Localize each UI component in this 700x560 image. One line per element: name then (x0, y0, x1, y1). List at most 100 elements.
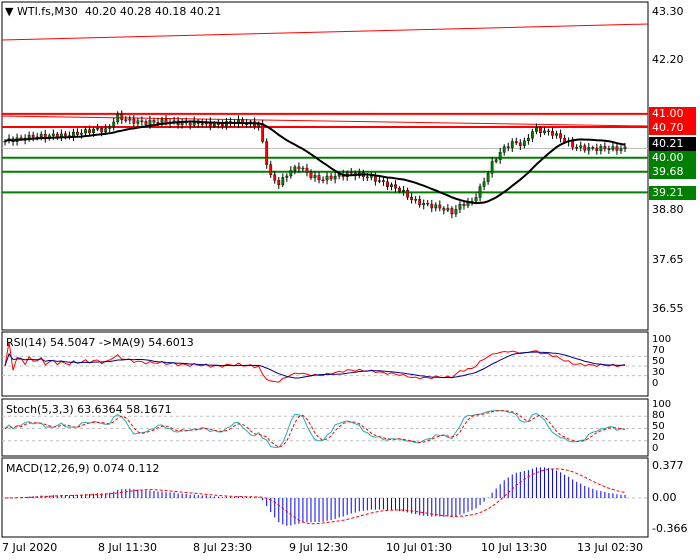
candle-body (434, 204, 438, 209)
candle-body (446, 208, 450, 211)
candle-body (498, 152, 502, 160)
candle-body (599, 146, 603, 151)
candle-body (293, 166, 297, 171)
price-tick: 43.30 (652, 5, 684, 18)
stoch-tick: 50 (652, 421, 665, 432)
candle-body (289, 170, 293, 177)
candle-body (531, 131, 534, 139)
level-tag-41-00: 41.00 (649, 107, 696, 121)
candle-body (482, 181, 486, 187)
candle-body (402, 190, 405, 192)
candle-body (418, 199, 422, 206)
candle-body (458, 204, 462, 210)
candle-body (490, 161, 494, 174)
candle-body (623, 146, 627, 149)
candle-body (285, 175, 289, 178)
candle-body (92, 128, 95, 133)
candle-body (382, 180, 385, 182)
candle-body (474, 197, 478, 202)
panel-frame (1, 331, 649, 397)
trendline (1, 23, 649, 41)
candle-body (514, 141, 518, 144)
candle-body (80, 132, 83, 135)
rsi-tick: 70 (652, 345, 665, 356)
candle-body (108, 126, 112, 129)
candle-body (394, 184, 397, 189)
candle-body (100, 128, 104, 133)
candle-body (539, 127, 542, 133)
candle-body (603, 146, 607, 149)
candle-body (329, 175, 333, 180)
candle-body (611, 146, 615, 150)
level-tag-39-68: 39.68 (649, 165, 696, 179)
candle-body (478, 186, 482, 198)
candle-body (84, 129, 87, 134)
candle-body (269, 164, 273, 175)
candle-body (422, 203, 426, 206)
candle-body (39, 133, 43, 138)
rsi-tick: 50 (652, 356, 665, 367)
candle-body (152, 120, 156, 123)
stoch-title: Stoch(5,3,3) 63.6364 58.1671 (6, 403, 172, 416)
candle-body (104, 128, 108, 133)
candle-body (325, 175, 329, 181)
price-tick: 38.80 (652, 203, 684, 216)
candle-body (76, 131, 79, 135)
candle-body (132, 118, 136, 124)
rsi-line (4, 341, 626, 383)
candle-body (551, 131, 554, 136)
candle-body (410, 197, 414, 200)
moving-average-line (4, 120, 626, 205)
candle-body (317, 175, 321, 181)
rsi-tick: 0 (652, 378, 659, 389)
candle-body (454, 209, 458, 215)
candle-body (212, 123, 216, 127)
candle-body (156, 122, 160, 124)
candle-body (63, 133, 67, 136)
candle-body (365, 176, 369, 179)
candle-body (301, 167, 305, 170)
macd-tick: -0.366 (652, 522, 688, 535)
rsi-tick: 30 (652, 367, 665, 378)
candle-body (386, 181, 389, 187)
candle-body (277, 180, 281, 186)
candle-body (273, 174, 277, 181)
macd-tick: 0.377 (652, 459, 684, 472)
dropdown-triangle-icon[interactable]: ▼ (5, 5, 14, 18)
candle-body (309, 171, 313, 178)
price-tick: 42.20 (652, 53, 684, 66)
stoch-signal-line (4, 410, 626, 448)
candle-body (160, 119, 164, 123)
panel-frame (1, 1, 649, 331)
candle-body (518, 142, 522, 146)
candle-body (140, 120, 144, 122)
stoch-tick: 0 (652, 443, 659, 454)
stoch-tick: 80 (652, 410, 665, 421)
candle-body (494, 159, 498, 162)
candle-body (522, 140, 526, 146)
candle-body (128, 118, 132, 121)
candle-body (543, 130, 546, 133)
candle-body (116, 114, 120, 123)
candle-body (510, 141, 514, 148)
candle-body (615, 146, 619, 151)
candle-body (426, 203, 430, 205)
candle-body (506, 146, 510, 148)
symbol-header[interactable]: ▼ WTI.fs,M30 40.20 40.28 40.18 40.21 (5, 5, 221, 18)
candle-body (438, 204, 442, 209)
candle-body (31, 134, 35, 138)
candle-body (462, 204, 466, 206)
time-tick: 8 Jul 11:30 (98, 541, 157, 554)
symbol-label: WTI.fs,M30 (16, 5, 78, 18)
candle-body (261, 123, 265, 142)
stoch-tick: 20 (652, 432, 665, 443)
candle-body (313, 175, 317, 178)
trendline (1, 115, 649, 127)
candle-body (607, 148, 611, 150)
candle-body (333, 175, 337, 180)
stoch-tick: 100 (652, 399, 672, 410)
macd-signal-line (4, 468, 626, 525)
candle-body (148, 120, 152, 125)
